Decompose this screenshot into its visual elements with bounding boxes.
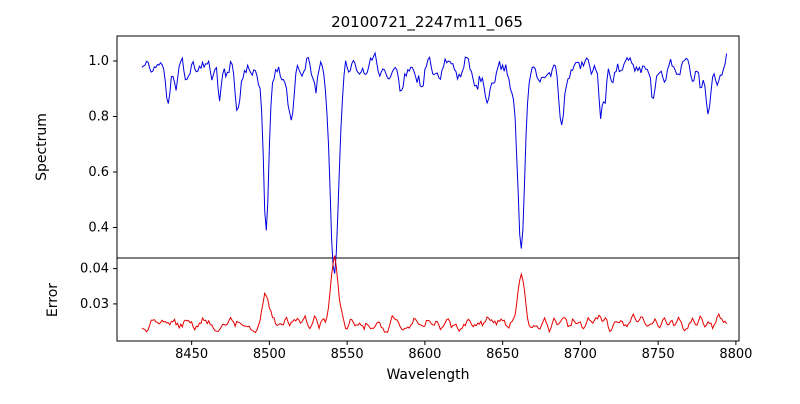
spectrum-line: [141, 51, 728, 274]
x-tick-label: 8750: [642, 347, 675, 362]
x-tick-label: 8450: [175, 347, 208, 362]
x-tick-label: 8800: [719, 347, 752, 362]
x-axis-label: Wavelength: [386, 367, 469, 383]
x-tick-label: 8550: [331, 347, 364, 362]
x-tick-label: 8650: [486, 347, 519, 362]
chart-title: 20100721_2247m11_065: [331, 13, 523, 32]
spectrum-y-axis-label: Spectrum: [34, 113, 50, 181]
spectrum-y-tick-label: 1.0: [88, 54, 109, 69]
error-line: [141, 255, 728, 334]
axes: 8450 8500 8550 8600 8650 8700 8750 8800 0.4 0.6 0.…: [80, 35, 752, 362]
error-y-tick-label: 0.04: [80, 262, 109, 277]
x-tick-label: 8700: [564, 347, 597, 362]
error-panel-frame: [116, 257, 740, 342]
spectrum-y-tick-label: 0.8: [88, 109, 109, 124]
spectrum-y-tick-label: 0.6: [88, 165, 109, 180]
series: [141, 51, 728, 334]
error-y-axis-label: Error: [45, 283, 61, 317]
x-tick-label: 8500: [253, 347, 286, 362]
x-tick-label: 8600: [408, 347, 441, 362]
spectrum-y-tick-label: 0.4: [88, 220, 109, 235]
error-y-tick-label: 0.03: [80, 297, 109, 312]
